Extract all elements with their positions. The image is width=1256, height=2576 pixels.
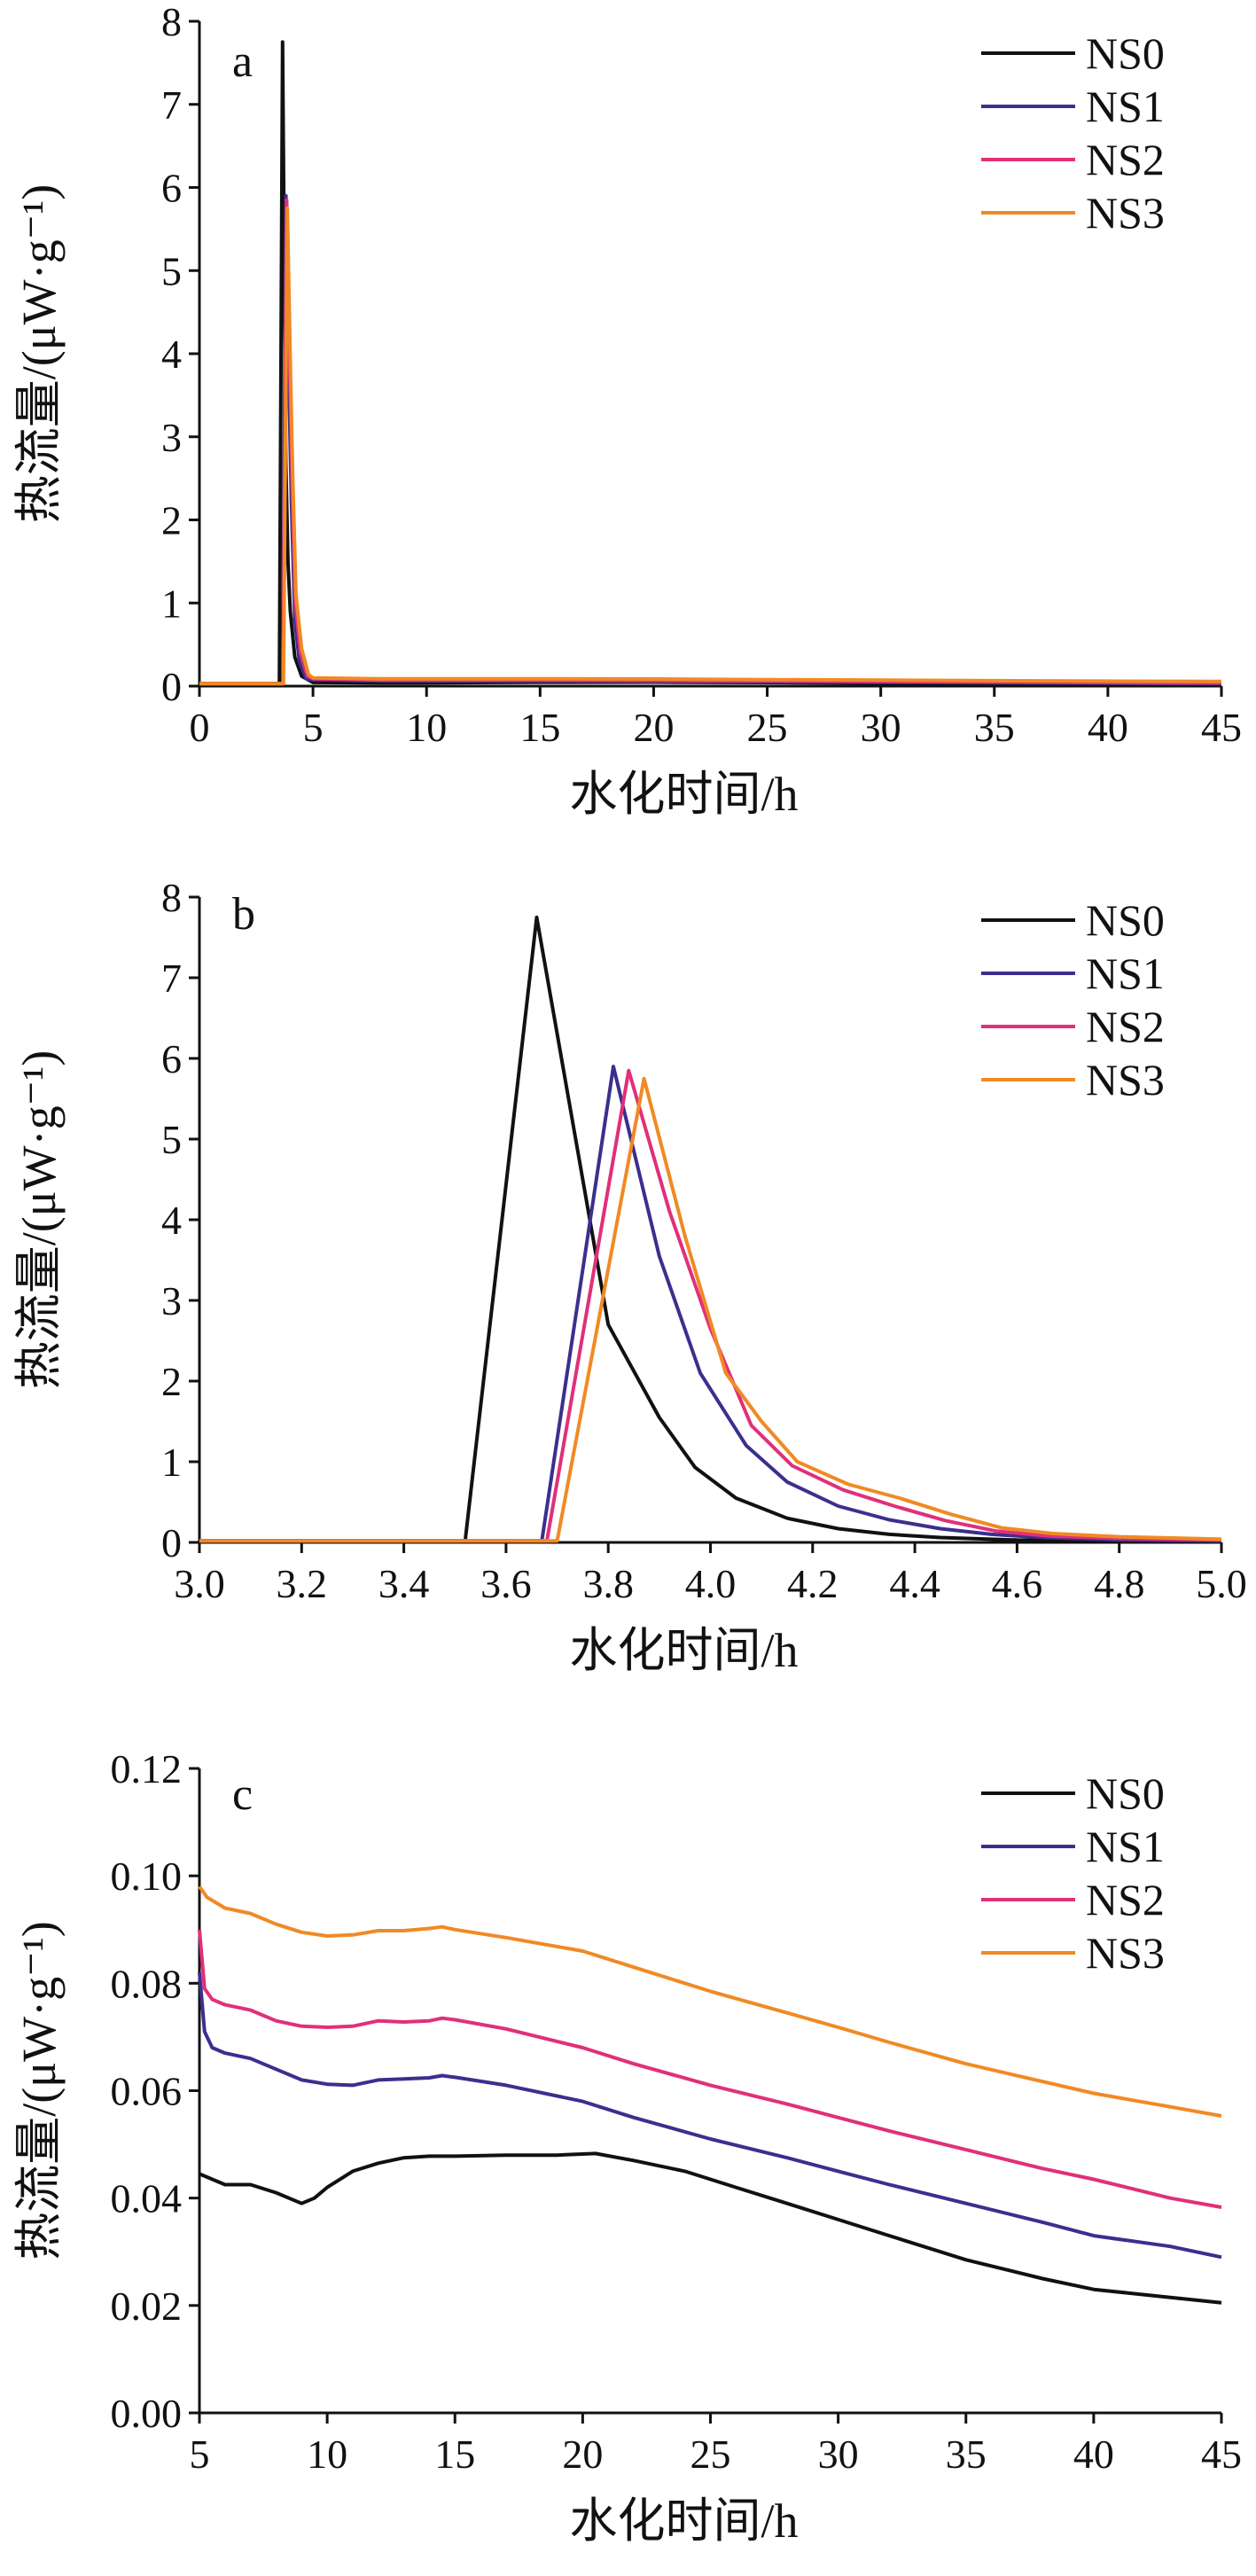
series-line-ns0 xyxy=(199,915,1221,1543)
y-axis-label: 热流量/(μW·g⁻¹) xyxy=(12,184,66,524)
y-tick-label: 6 xyxy=(161,166,182,211)
x-tick-label: 30 xyxy=(861,705,901,750)
y-tick-label: 0.10 xyxy=(111,1854,183,1899)
x-axis-label: 水化时间/h xyxy=(569,2494,798,2548)
y-tick-label: 0 xyxy=(161,664,182,709)
x-tick-label: 45 xyxy=(1201,2432,1242,2477)
y-tick-label: 1 xyxy=(161,1440,182,1485)
x-tick-label: 3.8 xyxy=(582,1561,634,1606)
y-tick-label: 0.12 xyxy=(111,1746,183,1791)
series-line-ns3 xyxy=(199,1076,1222,1543)
y-axis-label: 热流量/(μW·g⁻¹) xyxy=(12,1921,66,2260)
y-tick-label: 2 xyxy=(161,1359,182,1404)
series-line-ns3 xyxy=(198,1885,1222,2118)
legend-entry: NS0 xyxy=(1086,1768,1165,1818)
series-line-ns1 xyxy=(198,1972,1222,2260)
series-line-ns2 xyxy=(199,1068,1222,1543)
panel-label: a xyxy=(232,36,253,87)
panel-label: c xyxy=(232,1769,253,1820)
x-tick-label: 40 xyxy=(1088,705,1128,750)
legend-entry: NS2 xyxy=(1086,1875,1165,1924)
legend-entry: NS1 xyxy=(1086,82,1165,131)
x-tick-label: 15 xyxy=(519,705,560,750)
series-line-ns2 xyxy=(199,198,1222,686)
legend-entry: NS3 xyxy=(1086,1928,1165,1978)
series-line-ns0 xyxy=(199,40,1222,687)
x-tick-label: 25 xyxy=(690,2432,731,2477)
x-axis-label: 水化时间/h xyxy=(569,768,798,821)
legend-entry: NS2 xyxy=(1086,1002,1165,1051)
x-tick-label: 15 xyxy=(434,2432,475,2477)
y-tick-label: 0.00 xyxy=(111,2391,183,2436)
x-tick-label: 4.2 xyxy=(787,1561,839,1606)
y-tick-label: 2 xyxy=(161,498,182,543)
y-tick-label: 3 xyxy=(161,415,182,460)
y-tick-label: 7 xyxy=(161,82,182,128)
legend-entry: NS3 xyxy=(1086,188,1165,238)
x-tick-label: 0 xyxy=(190,705,210,750)
y-tick-label: 0.06 xyxy=(111,2069,183,2114)
x-tick-label: 4.0 xyxy=(685,1561,737,1606)
x-axis-label: 水化时间/h xyxy=(569,1624,798,1677)
legend-entry: NS0 xyxy=(1086,895,1165,945)
series-line-ns2 xyxy=(198,1929,1222,2209)
series-line-ns1 xyxy=(199,1065,1222,1543)
x-tick-label: 20 xyxy=(562,2432,603,2477)
chart-panel-c: 5 10 15 20 25 30 35 40 45 0.00 0.02 0.04 0.06 0.08 0.1… xyxy=(12,1746,1242,2548)
x-tick-label: 10 xyxy=(406,705,447,750)
x-tick-label: 40 xyxy=(1073,2432,1114,2477)
x-tick-label: 45 xyxy=(1201,705,1242,750)
y-tick-label: 4 xyxy=(161,332,182,377)
chart-panel-a: 0 5 10 15 20 25 30 35 40 45012345678水化时间/h热流量/(μW… xyxy=(12,0,1242,821)
y-tick-label: 0.08 xyxy=(111,1961,183,2006)
x-tick-label: 4.4 xyxy=(889,1561,940,1606)
y-tick-label: 6 xyxy=(161,1036,182,1081)
y-tick-label: 5 xyxy=(161,1117,182,1162)
series-line-ns3 xyxy=(199,206,1222,686)
x-tick-label: 10 xyxy=(307,2432,347,2477)
x-tick-label: 3.2 xyxy=(277,1561,328,1606)
y-tick-label: 8 xyxy=(161,0,182,44)
x-tick-label: 3.4 xyxy=(378,1561,430,1606)
legend-entry: NS2 xyxy=(1086,135,1165,184)
legend-entry: NS1 xyxy=(1086,1822,1165,1871)
y-tick-label: 1 xyxy=(161,581,182,626)
y-tick-label: 8 xyxy=(161,875,182,920)
y-tick-label: 0 xyxy=(161,1520,182,1565)
x-tick-label: 35 xyxy=(974,705,1015,750)
y-tick-label: 0.04 xyxy=(111,2176,183,2221)
y-tick-label: 3 xyxy=(161,1278,182,1323)
x-tick-label: 25 xyxy=(747,705,788,750)
x-tick-label: 20 xyxy=(633,705,674,750)
chart-panel-b: 3.0 3.2 3.4 3.6 3.8 4.0 4.2 4.4 4.6 4.8 5.0 0 1 2 3 4 5 6… xyxy=(12,875,1247,1677)
y-tick-label: 7 xyxy=(161,956,182,1001)
x-tick-label: 30 xyxy=(818,2432,859,2477)
x-tick-label: 4.8 xyxy=(1094,1561,1145,1606)
panel-label: b xyxy=(232,889,255,940)
y-tick-label: 5 xyxy=(161,248,182,293)
y-tick-label: 4 xyxy=(161,1198,182,1243)
x-tick-label: 5 xyxy=(303,705,324,750)
x-tick-label: 5.0 xyxy=(1196,1561,1247,1606)
x-tick-label: 5 xyxy=(190,2432,210,2477)
legend-entry: NS3 xyxy=(1086,1055,1165,1105)
series-line-ns0 xyxy=(199,2151,1222,2305)
x-tick-label: 3.0 xyxy=(174,1561,225,1606)
y-tick-label: 0.02 xyxy=(111,2283,183,2329)
x-tick-label: 4.6 xyxy=(992,1561,1043,1606)
x-tick-label: 35 xyxy=(946,2432,987,2477)
legend-entry: NS1 xyxy=(1086,948,1165,998)
series-line-ns1 xyxy=(199,193,1222,686)
legend-entry: NS0 xyxy=(1086,28,1165,78)
x-tick-label: 3.6 xyxy=(480,1561,532,1606)
y-axis-label: 热流量/(μW·g⁻¹) xyxy=(12,1050,66,1390)
